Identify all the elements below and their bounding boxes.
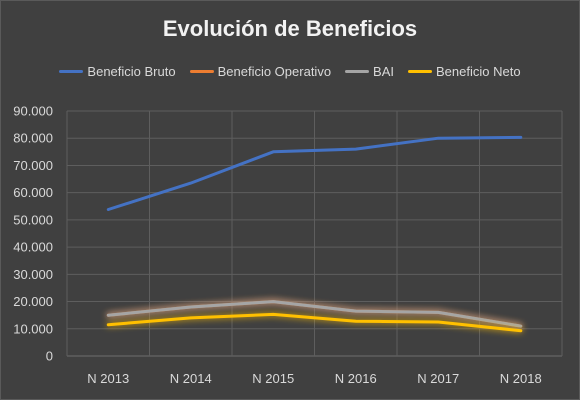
legend-label-bai: BAI [373, 64, 395, 79]
y-tick-label: 50.000 [13, 212, 53, 227]
x-tick-label: N 2014 [170, 371, 212, 386]
y-tick-label: 60.000 [13, 185, 53, 200]
legend: Beneficio Bruto Beneficio Operativo BAI … [0, 64, 580, 79]
y-tick-label: 80.000 [13, 131, 53, 146]
x-tick-label: N 2018 [500, 371, 542, 386]
y-tick-label: 0 [46, 349, 53, 364]
x-axis-ticks: N 2013 N 2014 N 2015 N 2016 N 2017 N 2018 [87, 371, 541, 386]
legend-label-beneficio-operativo: Beneficio Operativo [217, 64, 332, 79]
y-tick-label: 20.000 [13, 294, 53, 309]
legend-item-beneficio-neto: Beneficio Neto [408, 64, 521, 79]
x-tick-label: N 2015 [252, 371, 294, 386]
x-tick-label: N 2013 [87, 371, 129, 386]
legend-swatch-beneficio-bruto [59, 70, 84, 73]
series-layer [106, 135, 523, 333]
y-tick-label: 30.000 [13, 267, 53, 282]
y-tick-label: 70.000 [13, 158, 53, 173]
legend-label-beneficio-neto: Beneficio Neto [436, 64, 521, 79]
y-axis-ticks: 0 10.000 20.000 30.000 40.000 50.000 60.000 70.… [13, 104, 53, 364]
series-line-bai [106, 300, 523, 328]
legend-item-bai: BAI [345, 64, 394, 79]
chart-title: Evolución de Beneficios [162, 16, 418, 41]
gridlines [66, 110, 563, 357]
y-tick-label: 10.000 [13, 321, 53, 336]
series-line-beneficio-bruto [106, 135, 523, 211]
legend-swatch-beneficio-neto [408, 70, 433, 73]
legend-label-beneficio-bruto: Beneficio Bruto [87, 64, 176, 79]
x-tick-label: N 2016 [335, 371, 377, 386]
series-line-beneficio-neto [106, 312, 523, 333]
legend-swatch-beneficio-operativo [189, 70, 214, 73]
y-tick-label: 40.000 [13, 240, 53, 255]
legend-item-beneficio-operativo: Beneficio Operativo [189, 64, 332, 79]
x-tick-label: N 2017 [417, 371, 459, 386]
y-tick-label: 90.000 [13, 104, 53, 119]
legend-item-beneficio-bruto: Beneficio Bruto [59, 64, 176, 79]
legend-swatch-bai [345, 70, 370, 73]
